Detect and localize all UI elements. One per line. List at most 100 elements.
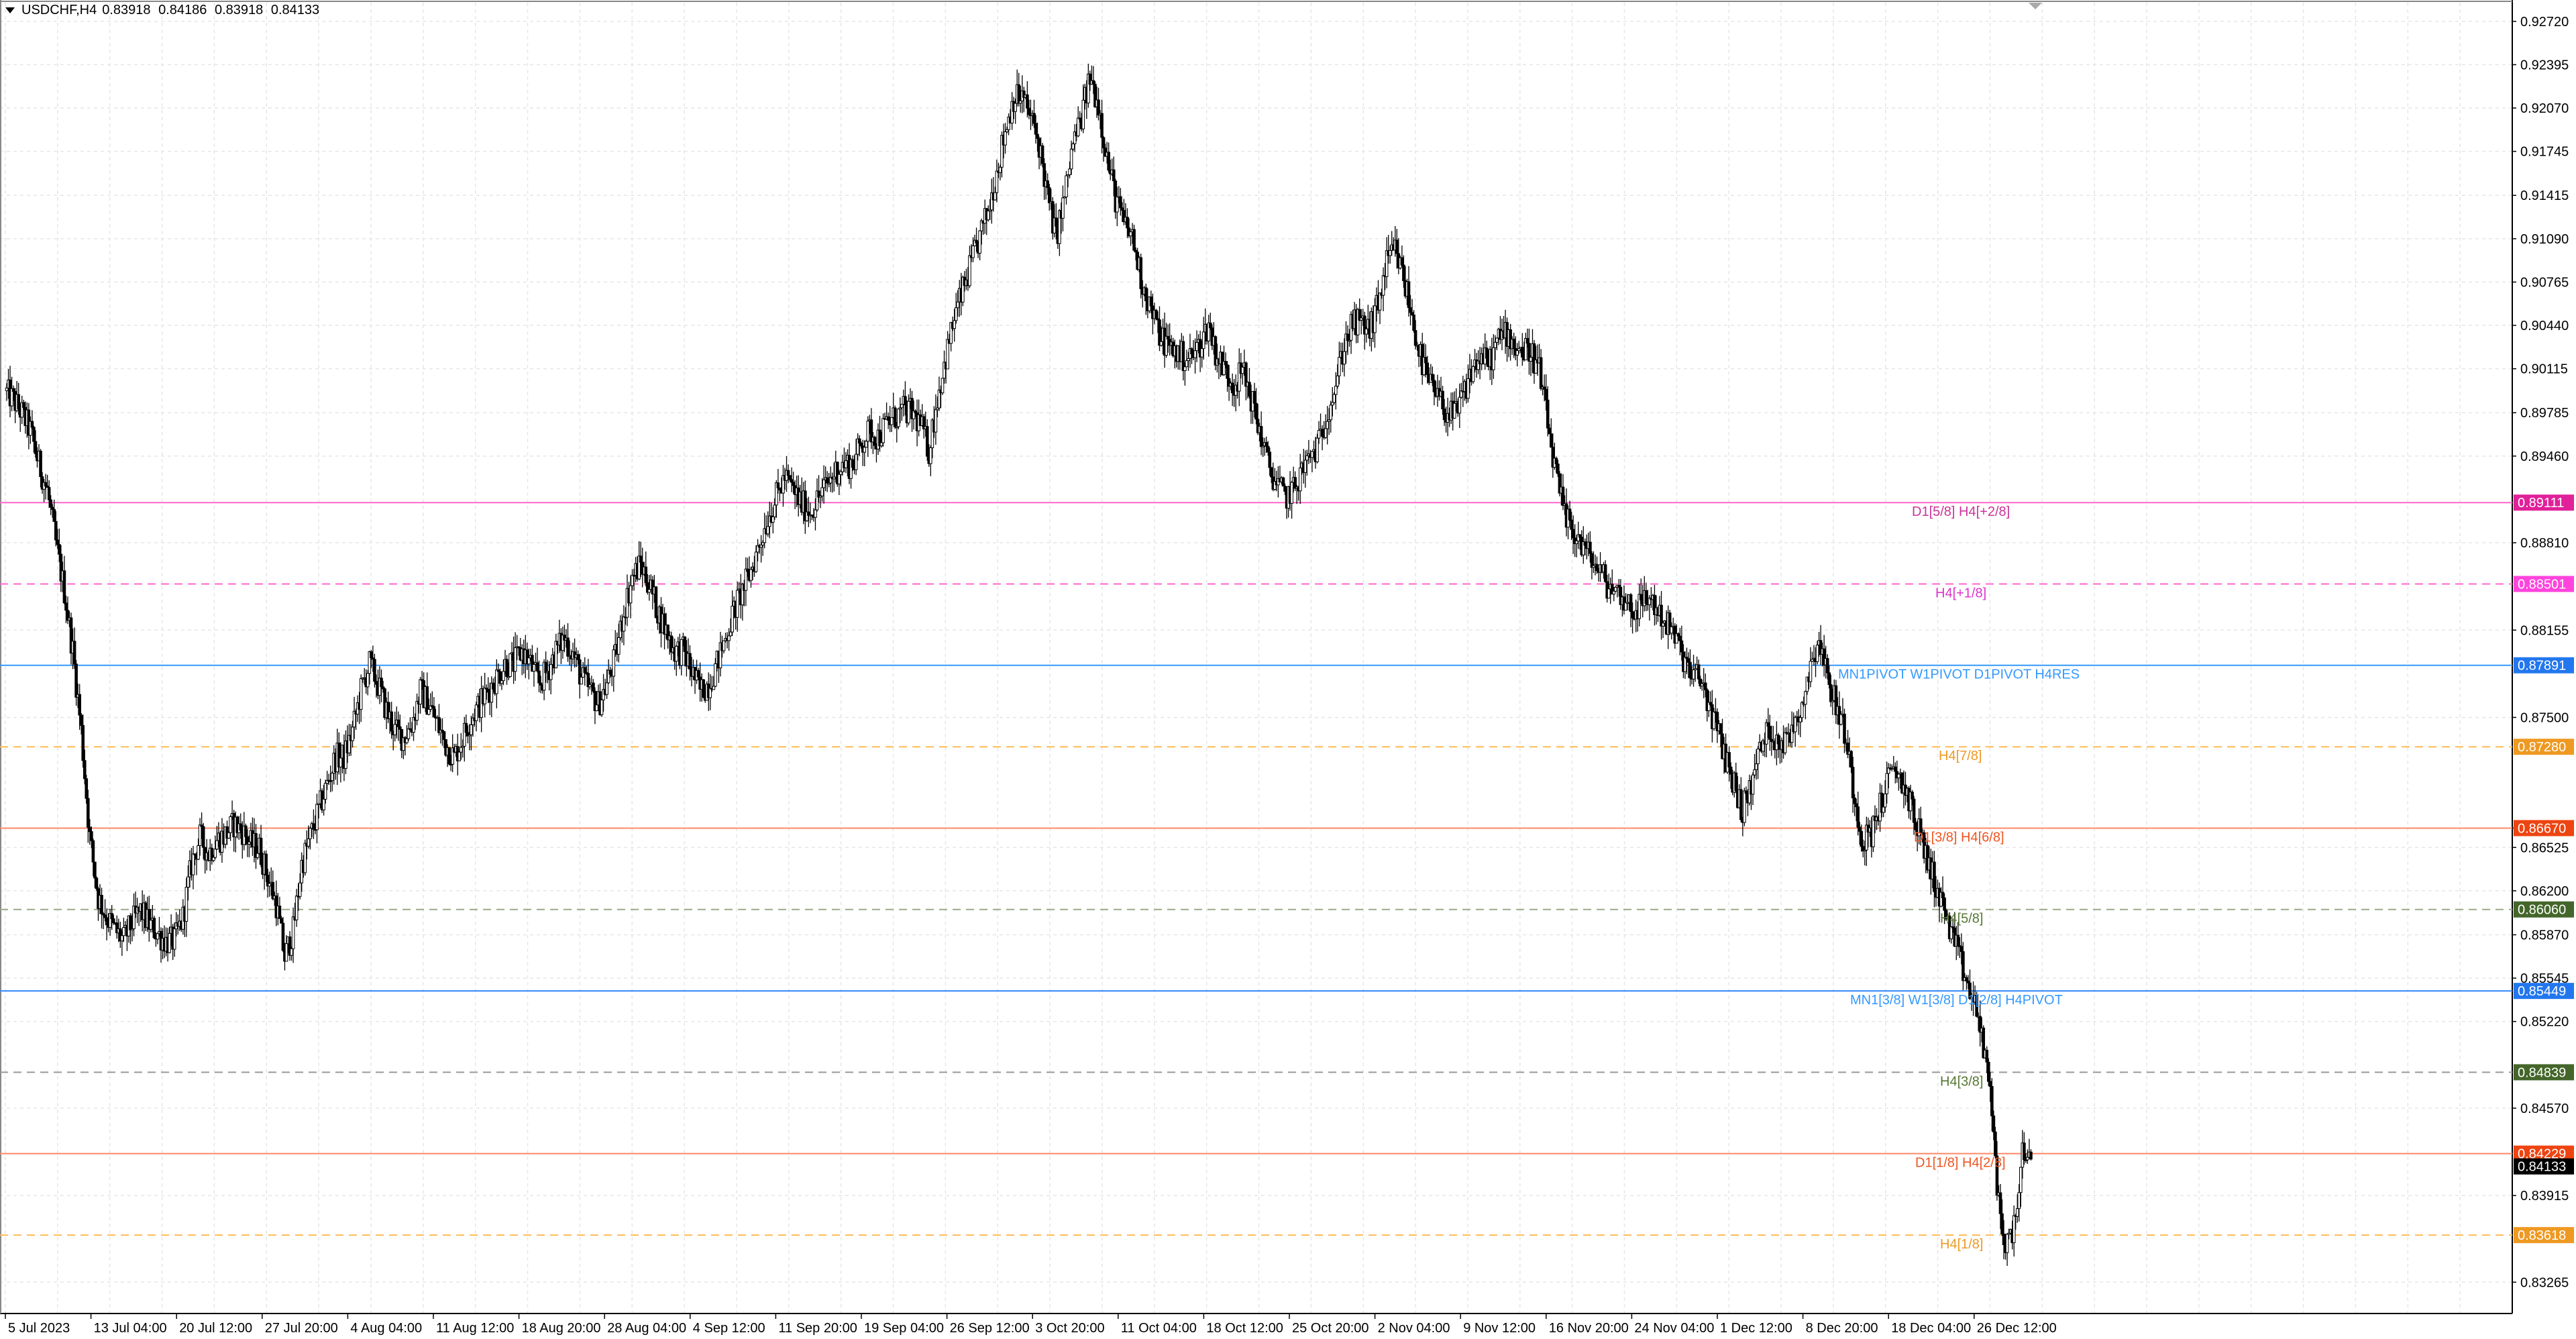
candle-body <box>714 663 717 687</box>
candle-body <box>1909 792 1913 812</box>
candle-body <box>312 823 315 830</box>
candle-body <box>1359 317 1363 321</box>
candle-body <box>531 655 534 672</box>
candle-body <box>1843 713 1846 744</box>
candle-body <box>200 824 203 827</box>
candle-body <box>832 476 836 480</box>
candle-body <box>666 625 669 641</box>
candle-body <box>1944 910 1948 920</box>
candle-body <box>1268 451 1272 468</box>
level-label: H4[3/8] <box>1940 1074 1983 1089</box>
chart-shift-marker-icon[interactable] <box>2029 3 2042 9</box>
level-price-badge <box>2514 494 2574 511</box>
candle-body <box>763 528 766 543</box>
x-tick-label: 11 Sep 20:00 <box>778 1321 857 1336</box>
candle-body <box>371 657 375 660</box>
candle-body <box>34 441 38 454</box>
dropdown-triangle-icon[interactable] <box>5 7 15 13</box>
candle-body <box>814 509 817 518</box>
candle-body <box>337 743 341 767</box>
candle-body <box>1756 748 1760 765</box>
candle-body <box>754 551 758 572</box>
candle-body <box>782 475 785 494</box>
candle-body <box>495 670 498 694</box>
candle-body <box>1941 892 1945 898</box>
candle-body <box>1200 348 1203 358</box>
candle-body <box>537 670 541 684</box>
candle-body <box>1700 683 1704 687</box>
candle-body <box>1556 464 1560 474</box>
candle-body <box>298 882 302 897</box>
level-price-badge <box>2514 1064 2574 1081</box>
y-tick-label: 0.92720 <box>2520 15 2569 30</box>
candle-body <box>631 574 634 586</box>
candle-body <box>595 704 598 711</box>
candle-body <box>1261 445 1265 447</box>
candle-body <box>859 443 863 447</box>
candle-body <box>929 447 932 464</box>
candle-body <box>1042 163 1046 187</box>
candle-body <box>1303 460 1307 473</box>
level-lines <box>0 502 2512 1236</box>
candle-body <box>463 722 466 747</box>
candle-body <box>1460 390 1463 398</box>
candle-body <box>1998 1192 2002 1214</box>
candle-body <box>1607 588 1611 599</box>
x-tick-label: 26 Dec 12:00 <box>1977 1321 2057 1336</box>
candle-body <box>1144 287 1148 302</box>
candle-body <box>869 419 873 443</box>
candle-body <box>2007 1232 2010 1235</box>
candle-body <box>600 699 604 715</box>
candle-body <box>419 679 422 705</box>
candle-body <box>1603 564 1607 582</box>
candle-body <box>1962 951 1965 981</box>
candle-body <box>566 637 570 657</box>
candle-body <box>647 589 651 593</box>
candle-body <box>1729 766 1733 775</box>
candle-body <box>879 442 883 447</box>
candle-body <box>1831 700 1835 702</box>
level-label: D1[5/8] H4[+2/8] <box>1912 504 2010 519</box>
candle-body <box>844 460 848 468</box>
candle-body <box>288 936 292 956</box>
candle-body <box>1458 396 1462 414</box>
y-tick-label: 0.91745 <box>2520 145 2569 160</box>
candle-body <box>1809 661 1813 682</box>
candle-body <box>1670 626 1674 634</box>
candle-body <box>731 606 734 633</box>
level-price-badge <box>2514 657 2574 674</box>
candle-body <box>52 508 56 522</box>
x-axis-labels: 5 Jul 2023 13 Jul 04:00 20 Jul 12:00 27 Jul… <box>5 1314 2057 1336</box>
candle-body <box>925 426 929 457</box>
candle-body <box>1707 702 1711 711</box>
candle-body <box>168 932 171 953</box>
level-price-badge-label: 0.84229 <box>2518 1147 2566 1162</box>
candle-body <box>735 590 739 618</box>
candle-body <box>1610 584 1614 595</box>
candle-body <box>105 917 109 926</box>
candle-body <box>186 876 190 888</box>
candle-body <box>1066 174 1070 176</box>
candle-body <box>1549 433 1553 448</box>
candle-body <box>1883 793 1887 808</box>
candle-body <box>1126 217 1129 229</box>
candle-body <box>946 339 949 370</box>
y-tick-label: 0.86525 <box>2520 841 2569 855</box>
level-label: H4[5/8] <box>1940 912 1983 926</box>
candle-body <box>1027 107 1031 115</box>
level-price-badge-label: 0.83618 <box>2518 1228 2566 1243</box>
candle-body <box>1120 207 1124 211</box>
candle-body <box>1237 362 1241 392</box>
candle-body <box>1119 196 1122 209</box>
candle-body <box>1273 481 1277 490</box>
candle-body <box>381 686 385 690</box>
candle-body <box>1338 357 1341 376</box>
candle-body <box>1329 405 1333 421</box>
candle-body <box>2017 1192 2021 1210</box>
candle-body <box>1327 419 1331 422</box>
level-price-badge-label: 0.84839 <box>2518 1065 2566 1080</box>
candle-body <box>576 654 580 660</box>
candle-body <box>1185 360 1189 368</box>
